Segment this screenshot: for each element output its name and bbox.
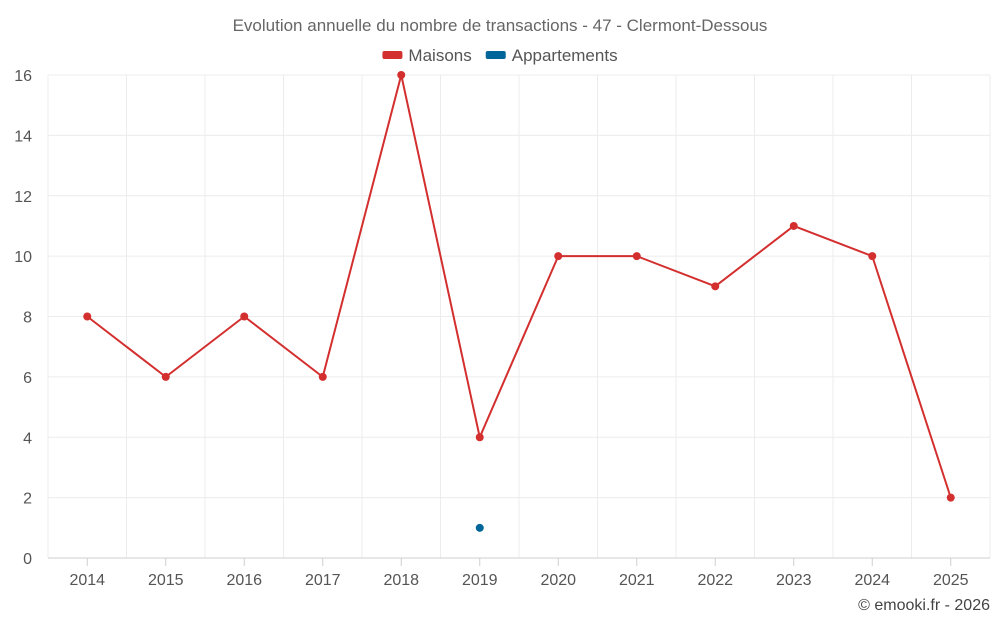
y-tick-label: 10 [14,249,32,266]
x-tick-label: 2019 [462,572,498,589]
x-tick-label: 2018 [383,572,419,589]
data-point[interactable] [946,493,955,502]
y-tick-label: 8 [23,310,32,327]
y-tick-label: 6 [23,370,32,387]
x-tick-label: 2021 [619,572,655,589]
x-tick-label: 2022 [697,572,733,589]
x-tick-label: 2020 [540,572,576,589]
x-tick-label: 2015 [148,572,184,589]
credit-text: © emooki.fr - 2026 [858,597,990,614]
y-tick-label: 16 [14,68,32,85]
x-tick-label: 2017 [305,572,341,589]
series-maisons [83,71,955,502]
legend: Maisons Appartements [382,46,618,65]
series [83,71,955,532]
legend-item-appartements[interactable]: Appartements [485,46,618,65]
x-tick-label: 2024 [854,572,890,589]
chart-title: Evolution annuelle du nombre de transact… [233,16,768,35]
data-point[interactable] [318,372,327,381]
y-tick-label: 14 [14,128,32,145]
data-point[interactable] [789,221,798,230]
data-point[interactable] [554,252,563,261]
data-point[interactable] [83,312,92,321]
data-point[interactable] [868,252,877,261]
data-point[interactable] [632,252,641,261]
legend-swatch [485,51,506,59]
data-point[interactable] [711,282,720,291]
series-appartements [475,523,484,532]
x-tick-label: 2016 [226,572,262,589]
data-point[interactable] [161,372,170,381]
y-tick-label: 0 [23,551,32,568]
legend-item-maisons[interactable]: Maisons [382,46,472,65]
y-tick-label: 2 [23,491,32,508]
axes: 0 2 4 6 8 10 12 14 16 2014 2015 2016 2017 2018 2019 202… [14,68,990,589]
x-tick-label: 2025 [933,572,969,589]
legend-label: Maisons [408,46,471,65]
data-point[interactable] [397,71,406,79]
x-tick-label: 2023 [776,572,812,589]
legend-swatch [382,51,403,59]
data-point[interactable] [240,312,249,321]
grid [47,74,991,558]
legend-label: Appartements [512,46,618,65]
series-line [86,74,952,498]
data-point[interactable] [475,523,484,532]
y-tick-label: 4 [23,430,32,447]
x-tick-label: 2014 [69,572,105,589]
y-tick-label: 12 [14,189,32,206]
data-point[interactable] [475,433,484,442]
